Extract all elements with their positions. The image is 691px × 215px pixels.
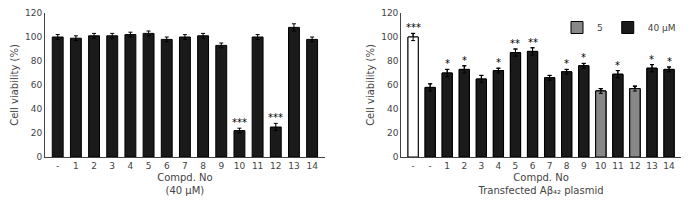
svg-text:100: 100 xyxy=(25,32,42,42)
svg-text:***: *** xyxy=(232,117,247,128)
svg-text:*: * xyxy=(649,54,654,65)
svg-text:9: 9 xyxy=(581,161,587,171)
svg-text:5: 5 xyxy=(146,161,152,171)
svg-text:*: * xyxy=(496,57,501,68)
svg-text:20: 20 xyxy=(31,128,43,138)
svg-text:8: 8 xyxy=(564,161,570,171)
svg-text:4: 4 xyxy=(128,161,134,171)
svg-text:***: *** xyxy=(406,22,421,33)
svg-text:-: - xyxy=(411,161,414,171)
svg-text:Compd. NoTransfected Aβ₄₂ plas: Compd. NoTransfected Aβ₄₂ plasmid xyxy=(478,172,604,196)
svg-text:2: 2 xyxy=(91,161,97,171)
svg-text:1: 1 xyxy=(444,161,450,171)
svg-text:0: 0 xyxy=(36,152,42,162)
svg-text:12: 12 xyxy=(629,161,640,171)
svg-text:6: 6 xyxy=(164,161,170,171)
svg-text:7: 7 xyxy=(182,161,188,171)
svg-text:80: 80 xyxy=(31,56,43,66)
svg-text:11: 11 xyxy=(252,161,263,171)
svg-text:14: 14 xyxy=(663,161,675,171)
svg-text:20: 20 xyxy=(387,128,399,138)
svg-text:3: 3 xyxy=(478,161,484,171)
svg-text:5: 5 xyxy=(513,161,519,171)
svg-text:60: 60 xyxy=(387,80,399,90)
svg-text:Cell viability (%): Cell viability (%) xyxy=(365,44,376,126)
svg-text:80: 80 xyxy=(387,56,399,66)
svg-text:3: 3 xyxy=(109,161,115,171)
svg-text:120: 120 xyxy=(25,8,42,18)
svg-text:*: * xyxy=(615,60,620,71)
svg-text:*: * xyxy=(564,58,569,69)
svg-text:14: 14 xyxy=(306,161,318,171)
svg-text:60: 60 xyxy=(31,80,43,90)
svg-text:Cell viability (%): Cell viability (%) xyxy=(9,44,20,126)
svg-text:1: 1 xyxy=(73,161,79,171)
svg-text:40: 40 xyxy=(31,104,43,114)
svg-text:*: * xyxy=(445,58,450,69)
svg-text:6: 6 xyxy=(530,161,536,171)
svg-text:***: *** xyxy=(268,112,283,123)
svg-text:13: 13 xyxy=(646,161,657,171)
svg-text:5: 5 xyxy=(597,23,603,33)
svg-text:100: 100 xyxy=(381,32,398,42)
svg-text:40 μM: 40 μM xyxy=(648,23,676,33)
svg-text:9: 9 xyxy=(218,161,224,171)
svg-text:**: ** xyxy=(510,38,520,49)
svg-text:13: 13 xyxy=(288,161,299,171)
svg-text:120: 120 xyxy=(381,8,398,18)
svg-text:0: 0 xyxy=(393,152,399,162)
svg-text:Compd. No(40 μM): Compd. No(40 μM) xyxy=(157,172,213,196)
svg-text:**: ** xyxy=(528,37,538,48)
svg-text:-: - xyxy=(56,161,59,171)
svg-text:8: 8 xyxy=(200,161,206,171)
svg-text:40: 40 xyxy=(387,104,399,114)
svg-text:*: * xyxy=(462,55,467,66)
svg-text:10: 10 xyxy=(234,161,246,171)
svg-text:*: * xyxy=(667,56,672,67)
svg-text:7: 7 xyxy=(547,161,553,171)
svg-text:12: 12 xyxy=(270,161,281,171)
svg-text:*: * xyxy=(581,52,586,63)
svg-text:2: 2 xyxy=(461,161,467,171)
svg-text:-: - xyxy=(429,161,432,171)
svg-text:11: 11 xyxy=(612,161,623,171)
svg-text:4: 4 xyxy=(496,161,502,171)
svg-text:10: 10 xyxy=(595,161,607,171)
